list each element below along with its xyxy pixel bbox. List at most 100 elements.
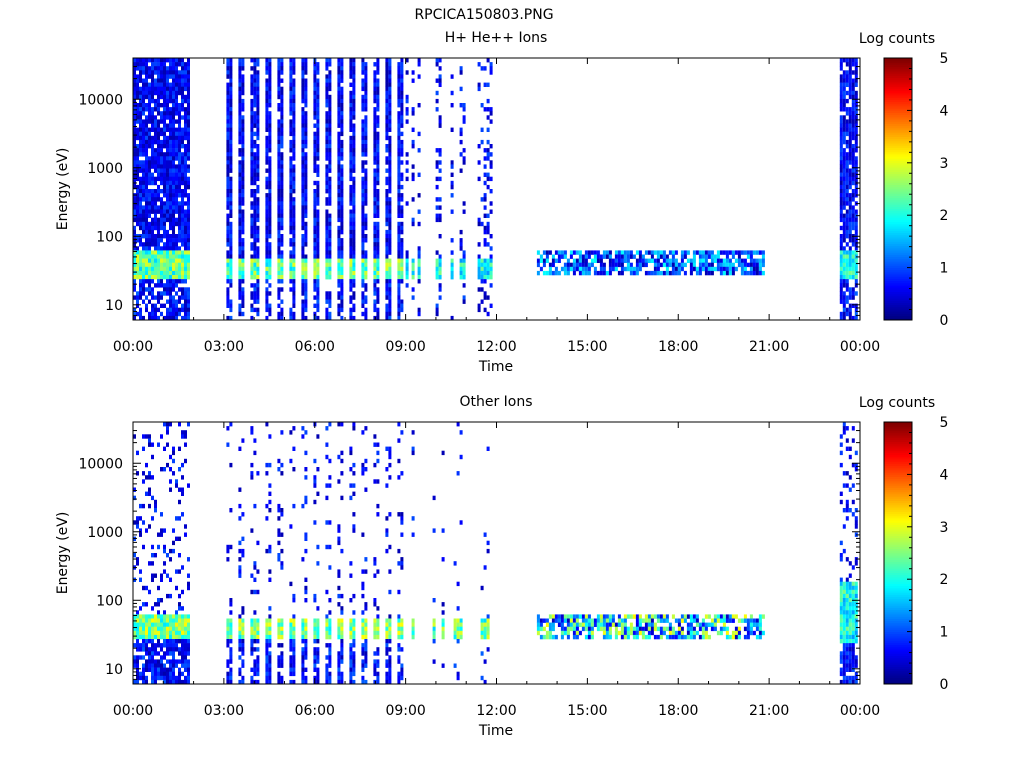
heatmap-cell — [340, 172, 344, 177]
heatmap-cell — [400, 74, 404, 79]
heatmap-cell — [337, 205, 341, 210]
heatmap-cell — [328, 70, 332, 75]
heatmap-cell — [250, 90, 254, 96]
heatmap-cell — [301, 626, 305, 632]
heatmap-cell — [325, 94, 329, 100]
heatmap-cell — [160, 659, 163, 664]
heatmap-cell — [133, 614, 136, 619]
heatmap-cell — [397, 103, 401, 108]
heatmap-cell — [154, 303, 157, 308]
heatmap-cell — [328, 148, 332, 153]
heatmap-cell — [364, 287, 368, 292]
heatmap-cell — [373, 184, 377, 190]
heatmap-cell — [136, 303, 139, 308]
heatmap-cell — [229, 184, 233, 190]
heatmap-cell — [385, 193, 389, 198]
heatmap-cell — [241, 291, 245, 296]
heatmap-cell — [839, 119, 843, 124]
heatmap-cell — [151, 663, 154, 668]
heatmap-cell — [851, 176, 855, 182]
heatmap-cell — [265, 275, 269, 280]
heatmap-cell — [325, 123, 329, 128]
heatmap-cell — [352, 667, 356, 672]
heatmap-cell — [352, 634, 356, 640]
heatmap-cell — [337, 197, 341, 202]
heatmap-cell — [848, 250, 852, 255]
heatmap-cell — [136, 275, 139, 280]
heatmap-cell — [337, 66, 341, 71]
heatmap-cell — [151, 454, 154, 460]
panel-1: H+ He++ Ions 00:00 03:00 06:00 09:00 12:00 15… — [55, 30, 949, 375]
heatmap-cell — [166, 189, 169, 194]
heatmap-cell — [316, 119, 320, 124]
heatmap-cell — [599, 266, 603, 272]
heatmap-cell — [142, 111, 145, 116]
heatmap-cell — [145, 279, 148, 284]
heatmap-cell — [268, 229, 272, 235]
heatmap-cell — [151, 225, 154, 231]
heatmap-cell — [352, 58, 356, 63]
heatmap-cell — [361, 209, 365, 214]
heatmap-cell — [265, 127, 269, 132]
heatmap-cell — [316, 209, 320, 214]
heatmap-cell — [352, 152, 356, 157]
heatmap-cell — [483, 148, 487, 153]
heatmap-cell — [256, 275, 260, 280]
heatmap-cell — [163, 275, 166, 280]
heatmap-cell — [250, 254, 254, 259]
heatmap-cell — [614, 266, 618, 272]
heatmap-cell — [839, 94, 843, 100]
heatmap-cell — [397, 295, 401, 300]
y-tick-label: 10000 — [78, 92, 123, 108]
heatmap-cell — [385, 254, 389, 259]
heatmap-cell — [265, 626, 269, 632]
heatmap-cell — [361, 242, 365, 247]
heatmap-cell — [148, 115, 151, 120]
heatmap-cell — [340, 152, 344, 157]
heatmap-cell — [304, 639, 308, 644]
colorbar-swatch — [884, 101, 912, 105]
heatmap-cell — [845, 90, 849, 96]
heatmap-cell — [854, 123, 858, 128]
heatmap-cell — [400, 86, 404, 92]
heatmap-cell — [238, 86, 242, 92]
heatmap-cell — [839, 168, 843, 173]
heatmap-cell — [438, 148, 442, 153]
heatmap-cell — [139, 74, 142, 79]
heatmap-cell — [304, 254, 308, 259]
heatmap-cell — [539, 266, 543, 272]
heatmap-cell — [238, 78, 242, 83]
heatmap-cell — [181, 242, 184, 247]
heatmap-cell — [325, 667, 329, 672]
heatmap-cell — [289, 82, 293, 87]
heatmap-cell — [352, 70, 356, 75]
heatmap-cell — [133, 630, 136, 636]
heatmap-cell — [253, 209, 257, 214]
heatmap-cell — [486, 262, 490, 268]
heatmap-cell — [614, 250, 618, 255]
heatmap-cell — [313, 458, 317, 464]
heatmap-cell — [280, 160, 284, 165]
heatmap-cell — [349, 311, 353, 317]
heatmap-cell — [373, 201, 377, 206]
colorbar-swatch — [884, 252, 912, 255]
heatmap-cell — [328, 74, 332, 79]
heatmap-cell — [352, 111, 356, 116]
heatmap-cell — [226, 279, 230, 284]
heatmap-cell — [851, 70, 855, 75]
heatmap-cell — [438, 295, 442, 300]
heatmap-cell — [181, 618, 184, 623]
heatmap-cell — [584, 254, 588, 259]
heatmap-cell — [462, 107, 466, 112]
heatmap-cell — [411, 275, 415, 280]
heatmap-cell — [277, 626, 281, 632]
heatmap-cell — [229, 315, 233, 321]
heatmap-cell — [187, 275, 190, 280]
heatmap-cell — [265, 180, 269, 186]
heatmap-cell — [250, 626, 254, 632]
heatmap-cell — [250, 148, 254, 153]
heatmap-cell — [163, 135, 166, 141]
heatmap-cell — [238, 172, 242, 177]
heatmap-cell — [761, 262, 765, 268]
heatmap-cell — [349, 467, 353, 472]
